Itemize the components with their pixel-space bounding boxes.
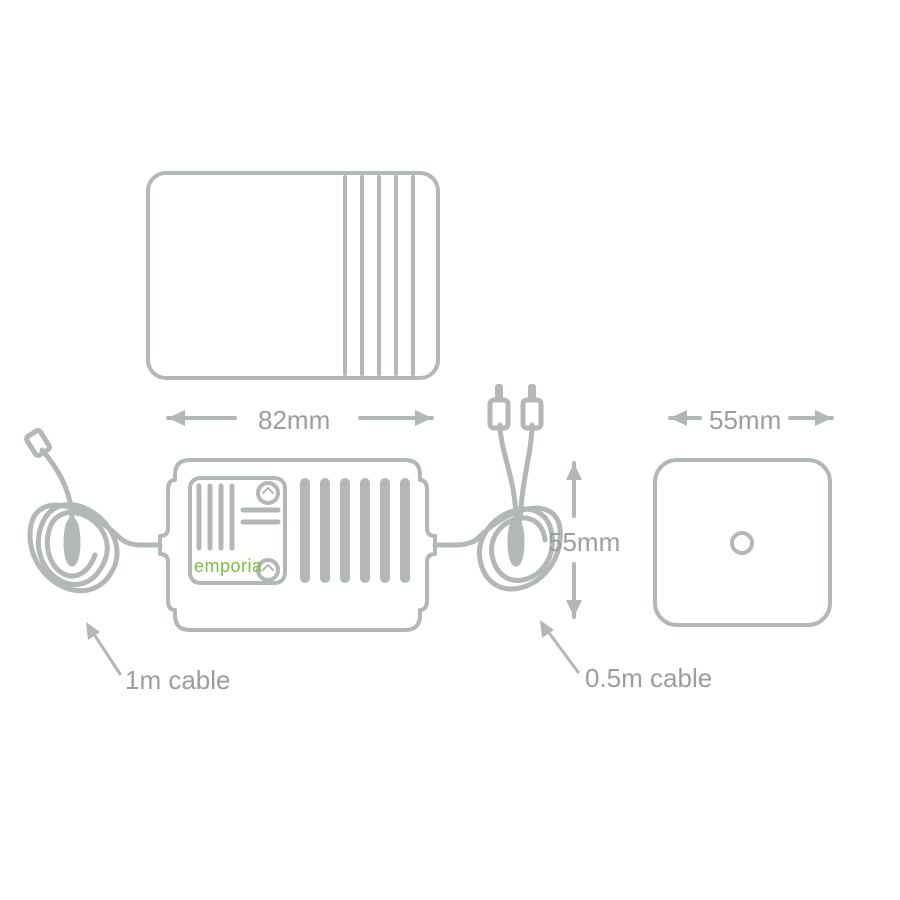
cable-left-label: 1m cable — [125, 665, 231, 696]
adapter-side-view — [160, 460, 435, 630]
adapter-end-view — [655, 460, 830, 625]
cable-left-callout-arrow — [86, 622, 120, 674]
cable-right-label: 0.5m cable — [585, 663, 712, 694]
width-label: 82mm — [258, 405, 330, 436]
brand-text: emporia — [194, 556, 263, 577]
height-label: 55mm — [548, 527, 620, 558]
technical-diagram — [0, 0, 900, 900]
left-cable — [25, 429, 160, 590]
cable-right-callout-arrow — [540, 620, 578, 672]
right-cable — [435, 384, 560, 589]
depth-label: 55mm — [709, 405, 781, 436]
